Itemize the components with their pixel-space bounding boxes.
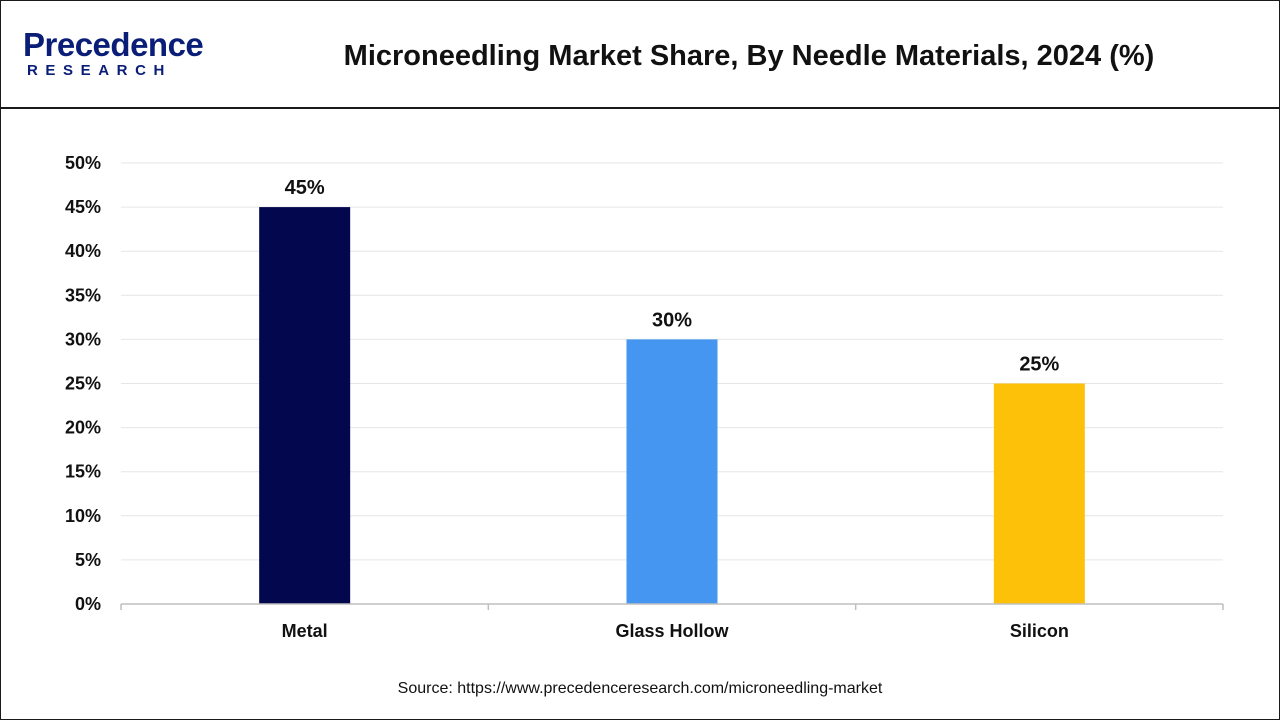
y-tick-label: 50% (65, 153, 101, 173)
y-tick-label: 5% (75, 550, 101, 570)
y-tick-label: 35% (65, 285, 101, 305)
y-tick-label: 40% (65, 241, 101, 261)
y-axis-ticks: 0% 5% 10% 15% 20% 25% 30% 35% 40% 45% 50% (65, 153, 101, 614)
y-tick-label: 30% (65, 329, 101, 349)
y-tick-label: 25% (65, 374, 101, 394)
x-tick-label: Silicon (1010, 621, 1069, 641)
y-tick-label: 20% (65, 418, 101, 438)
header: Precedence RESEARCH Microneedling Market… (1, 1, 1279, 109)
data-label: 30% (652, 309, 692, 331)
bars (259, 207, 1085, 604)
x-tick-label: Glass Hollow (615, 621, 729, 641)
value-labels: 45% 30% 25% (285, 177, 1060, 375)
y-tick-label: 15% (65, 462, 101, 482)
bar-metal (259, 207, 351, 604)
logo-wordmark: Precedence (23, 26, 204, 63)
chart-title: Microneedling Market Share, By Needle Ma… (343, 40, 1155, 72)
logo-subtext: RESEARCH (27, 62, 172, 79)
bar-silicon (993, 383, 1085, 604)
data-label: 45% (285, 177, 325, 199)
bar-glass-hollow (626, 339, 718, 604)
y-tick-label: 10% (65, 506, 101, 526)
y-tick-label: 0% (75, 594, 101, 614)
x-tick-label: Metal (282, 621, 328, 641)
x-axis (120, 603, 1224, 610)
x-axis-labels: Metal Glass Hollow Silicon (282, 621, 1069, 641)
brand-logo: Precedence RESEARCH (23, 27, 223, 83)
data-label: 25% (1019, 354, 1059, 376)
y-tick-label: 45% (65, 197, 101, 217)
source-note: Source: https://www.precedenceresearch.c… (397, 680, 883, 697)
bar-chart: 0% 5% 10% 15% 20% 25% 30% 35% 40% 45% 50% 45% 30% 25… (65, 153, 1224, 641)
